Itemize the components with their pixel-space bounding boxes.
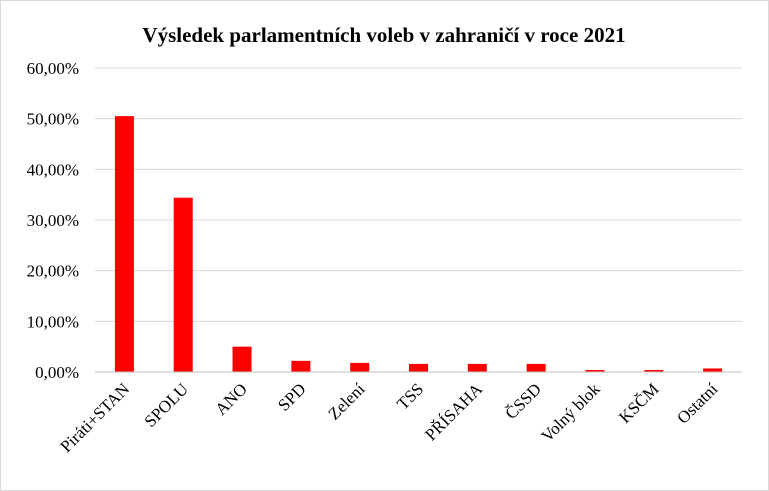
y-tick-label: 0,00%: [35, 363, 79, 382]
x-category-label: SPD: [274, 379, 309, 414]
x-category-label: ANO: [211, 379, 250, 418]
y-tick-label: 50,00%: [27, 110, 79, 129]
x-category-label: SPOLU: [141, 379, 193, 431]
bars: [114, 116, 723, 372]
y-tick-label: 30,00%: [27, 211, 79, 230]
x-category-label: Ostatní: [673, 379, 721, 427]
bar: [232, 346, 252, 372]
y-tick-label: 60,00%: [27, 59, 79, 78]
bar: [526, 363, 546, 372]
bar: [173, 197, 193, 372]
bar: [644, 369, 664, 372]
x-category-label: Volný blok: [537, 379, 604, 446]
bar: [409, 363, 428, 372]
y-tick-label: 10,00%: [27, 312, 79, 331]
x-category-label: KSČM: [615, 379, 663, 427]
bar: [585, 369, 605, 372]
x-category-label: Zelení: [324, 379, 368, 423]
y-tick-label: 20,00%: [27, 262, 79, 281]
x-category-label: TSS: [393, 379, 427, 413]
bar: [703, 368, 723, 372]
x-category-label: ČSSD: [501, 379, 545, 423]
bar: [114, 116, 134, 372]
x-category-label: PŘÍSAHA: [421, 379, 486, 444]
y-tick-label: 40,00%: [27, 160, 79, 179]
bar: [350, 362, 370, 372]
x-category-label: Piráti+STAN: [57, 379, 134, 456]
bar: [467, 363, 487, 372]
y-axis-tick-labels: 0,00% 10,00% 20,00% 30,00% 40,00% 50,00% 60,00…: [27, 59, 79, 382]
chart-title: Výsledek parlamentních voleb v zahraničí…: [142, 23, 625, 47]
gridlines: [95, 67, 742, 322]
bar: [291, 360, 311, 372]
